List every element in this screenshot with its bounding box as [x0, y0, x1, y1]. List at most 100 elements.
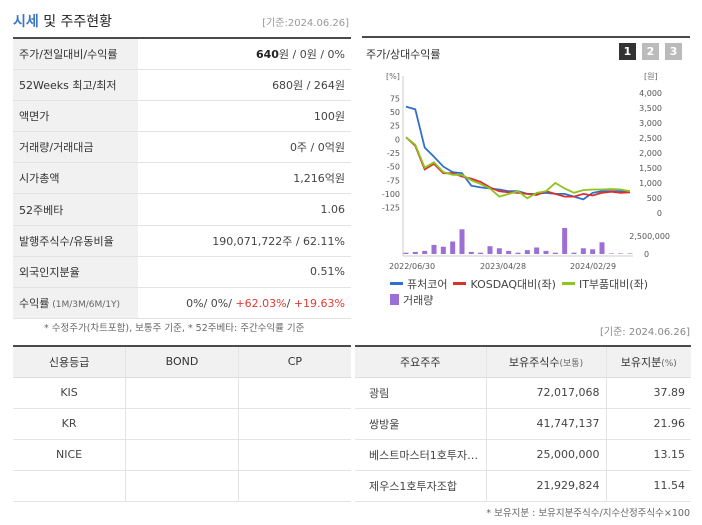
volume-bar	[478, 252, 484, 254]
shareholder-header-name: 주요주주	[355, 346, 486, 378]
volume-bar	[552, 252, 558, 254]
legend-swatch	[453, 282, 467, 285]
left-tick-label: 25	[390, 122, 400, 131]
shareholder-name: 베스트마스터1호투자…	[355, 439, 486, 471]
price-relative-return-chart: [%] [원] 75 50 25 0 -25 -50 -75 -100 -125 4,000 3,500…	[382, 72, 670, 271]
right-tick-label: 2,500	[639, 134, 662, 143]
x-tick-label: 2024/02/29	[570, 262, 616, 271]
market-data-table: 주가/전일대비/수익률 640원 / 0원 / 0% 52Weeks 최고/최저 68…	[13, 37, 351, 320]
market-row-label: 발행주식수/유동비율	[13, 225, 138, 257]
volume-bar	[599, 242, 605, 254]
chart-header: 주가/상대수익률 1 2 3	[362, 36, 690, 66]
market-row-label-note: (1M/3M/6M/1Y)	[49, 300, 121, 311]
shareholder-header-pct: 보유지분(%)	[605, 346, 691, 378]
shareholder-row: 광림 72,017,068 37.89	[355, 377, 691, 409]
section-title-row: 시세 및 주주현황 [기준:2024.06.26]	[13, 8, 351, 36]
legend-swatch	[561, 282, 575, 285]
left-tick-label: -100	[382, 190, 400, 199]
legend-item: KOSDAQ대비(좌)	[453, 276, 556, 292]
volume-tick-label: 2,500,000	[629, 232, 670, 241]
volume-bar	[543, 250, 549, 254]
base-date-stamp: [기준:2024.06.26]	[262, 18, 349, 29]
right-tick-label: 4,000	[639, 89, 662, 98]
credit-row: KIS	[13, 377, 351, 409]
legend-label: 퓨처코어	[407, 277, 448, 291]
shareholder-shares: 21,929,824	[485, 470, 606, 502]
chart-tab-group: 1 2 3	[619, 43, 682, 60]
market-row: 발행주식수/유동비율 190,071,722주 / 62.11%	[13, 225, 351, 257]
shareholder-header-shares: 보유주식수(보통)	[485, 346, 606, 378]
volume-bar	[468, 251, 474, 254]
credit-header-cp: CP	[237, 346, 351, 378]
shareholder-footnote: * 보유지분 : 보유지분주식수/지수산정주식수×100	[486, 508, 690, 519]
shareholder-row: 제우스1호투자조합 21,929,824 11.54	[355, 470, 691, 502]
market-row-value: 640원 / 0원 / 0%	[138, 38, 351, 70]
chart-tab-2[interactable]: 2	[642, 43, 659, 60]
major-shareholders-table: 주요주주 보유주식수(보통) 보유지분(%) 광림 72,017,068 37.89…	[355, 345, 691, 502]
market-row-label: 액면가	[13, 100, 138, 133]
shareholder-shares: 72,017,068	[485, 377, 606, 409]
volume-bar	[496, 248, 502, 254]
volume-bar	[515, 252, 521, 254]
right-tick-label: 1,000	[639, 179, 662, 188]
left-tick-label: -125	[382, 204, 400, 213]
volume-bar	[506, 250, 512, 254]
market-row-value: 1,216억원	[138, 162, 351, 195]
right-tick-label: 1,500	[639, 164, 662, 173]
market-row: 주가/전일대비/수익률 640원 / 0원 / 0%	[13, 38, 351, 70]
chart-tab-1[interactable]: 1	[619, 43, 636, 60]
volume-bar	[562, 228, 568, 254]
volume-bar	[422, 250, 428, 254]
market-row-label: 거래량/거래대금	[13, 131, 138, 164]
market-row-label: 수익률 (1M/3M/6M/1Y)	[13, 287, 138, 320]
credit-agency: NICE	[13, 439, 126, 471]
credit-bond-rating	[125, 408, 239, 440]
market-row: 거래량/거래대금 0주 / 0억원	[13, 131, 351, 164]
right-tick-label: 3,500	[639, 104, 662, 113]
x-tick-label: 2023/04/28	[480, 262, 526, 271]
legend-item: 거래량	[390, 292, 433, 308]
right-tick-label: 0	[657, 209, 662, 218]
volume-bar	[580, 248, 586, 254]
series-line-1	[405, 136, 631, 198]
left-tick-label: 50	[390, 108, 400, 117]
shareholder-pct: 37.89	[605, 377, 691, 409]
chart-tab-3[interactable]: 3	[665, 43, 682, 60]
credit-cp-rating	[237, 439, 351, 471]
legend-swatch	[390, 294, 399, 305]
market-row-value: 0주 / 0억원	[138, 131, 351, 164]
legend-label: KOSDAQ대비(좌)	[470, 277, 556, 291]
credit-cp-rating	[237, 408, 351, 440]
section-title: 시세 및 주주현황	[13, 14, 113, 30]
left-tick-label: -50	[387, 163, 400, 172]
shareholder-name: 쌍방울	[355, 408, 486, 440]
market-row-value: 680원 / 264원	[138, 69, 351, 101]
credit-agency: KIS	[13, 377, 126, 409]
market-row-value: 0%/ 0%/ +62.03%/ +19.63%	[138, 287, 351, 320]
credit-cp-rating	[237, 470, 351, 502]
market-row: 52주베타 1.06	[13, 193, 351, 226]
shareholder-name: 광림	[355, 377, 486, 409]
market-row-label: 외국인지분율	[13, 256, 138, 289]
left-tick-label: 0	[395, 135, 400, 144]
market-row-value: 0.51%	[138, 256, 351, 289]
left-tick-label: 75	[390, 94, 400, 103]
volume-bar	[459, 229, 465, 254]
shareholder-pct: 13.15	[605, 439, 691, 471]
legend-swatch	[390, 282, 403, 285]
right-tick-label: 500	[647, 194, 662, 203]
shareholder-pct: 21.96	[605, 408, 691, 440]
shareholder-shares: 41,747,137	[485, 408, 606, 440]
left-tick-label: -75	[387, 176, 400, 185]
series-line-0	[405, 105, 630, 201]
market-row-label: 52주베타	[13, 193, 138, 226]
market-row: 액면가 100원	[13, 100, 351, 133]
credit-cp-rating	[237, 377, 351, 409]
right-tick-label: 2,000	[639, 149, 662, 158]
right-axis-unit: [원]	[644, 72, 658, 81]
volume-bar	[571, 252, 577, 254]
market-row-value: 190,071,722주 / 62.11%	[138, 225, 351, 257]
market-row: 시가총액 1,216억원	[13, 162, 351, 195]
volume-bar	[608, 253, 614, 254]
series-line-2	[405, 136, 631, 200]
